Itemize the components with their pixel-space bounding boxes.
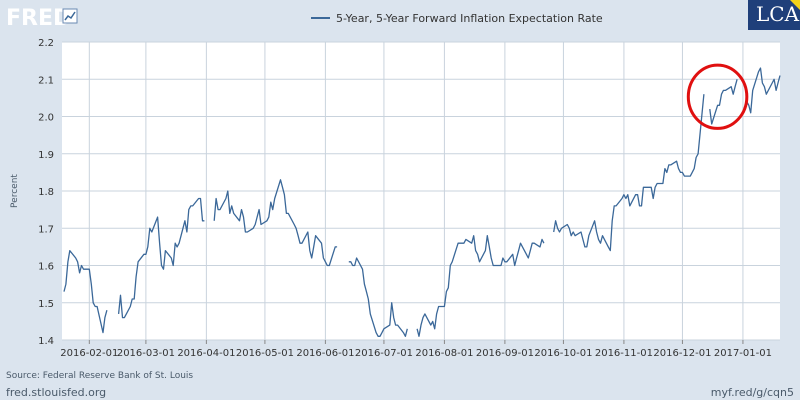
y-tick-label: 2.2 xyxy=(38,38,54,49)
series-line-segment xyxy=(117,197,205,319)
x-tick-label: 2016-08-01 xyxy=(415,348,473,359)
x-tick-label: 2017-01-01 xyxy=(714,348,772,359)
x-tick-label: 2016-12-01 xyxy=(653,348,711,359)
series-line-segment xyxy=(213,179,338,267)
lca-badge-text: LCA xyxy=(756,2,800,26)
short-url-link[interactable]: myf.red/g/cqn5 xyxy=(711,386,794,399)
y-tick-label: 1.7 xyxy=(38,224,54,235)
y-tick-label: 1.9 xyxy=(38,150,54,161)
lca-badge: LCA xyxy=(748,0,800,30)
x-tick-label: 2016-11-01 xyxy=(595,348,653,359)
series-line-segment xyxy=(709,79,738,125)
grid-layer xyxy=(62,41,780,341)
source-text: Source: Federal Reserve Bank of St. Loui… xyxy=(6,371,193,381)
y-tick-label: 1.6 xyxy=(38,262,54,273)
x-tick-label: 2016-09-01 xyxy=(476,348,534,359)
tick-layer: 1.41.51.61.71.81.92.02.12.22016-02-01201… xyxy=(38,38,772,359)
x-tick-label: 2016-06-01 xyxy=(296,348,354,359)
y-tick-label: 2.0 xyxy=(38,113,54,124)
x-tick-label: 2016-03-01 xyxy=(117,348,175,359)
y-tick-label: 2.1 xyxy=(38,75,54,86)
x-tick-label: 2016-05-01 xyxy=(236,348,294,359)
site-link[interactable]: fred.stlouisfed.org xyxy=(6,386,106,399)
x-tick-label: 2016-02-01 xyxy=(60,348,118,359)
series-line-segment xyxy=(416,235,545,337)
y-axis-label: Percent xyxy=(10,174,20,208)
series-line-segment xyxy=(63,249,108,334)
x-tick-label: 2016-07-01 xyxy=(355,348,413,359)
highlight-circle xyxy=(686,63,749,130)
series-line-segment xyxy=(553,94,705,252)
fred-logo-text: FRED xyxy=(6,6,71,31)
series-line-segment xyxy=(348,257,408,337)
legend-label: 5-Year, 5-Year Forward Inflation Expecta… xyxy=(336,12,603,25)
fred-logo-icon xyxy=(62,8,78,24)
y-tick-label: 1.4 xyxy=(38,336,54,347)
x-tick-label: 2016-10-01 xyxy=(534,348,592,359)
series-layer xyxy=(63,67,781,337)
x-tick-label: 2016-04-01 xyxy=(177,348,235,359)
y-tick-label: 1.8 xyxy=(38,187,54,198)
series-line-segment xyxy=(746,67,781,114)
annotation-layer xyxy=(686,63,749,130)
y-tick-label: 1.5 xyxy=(38,299,54,310)
